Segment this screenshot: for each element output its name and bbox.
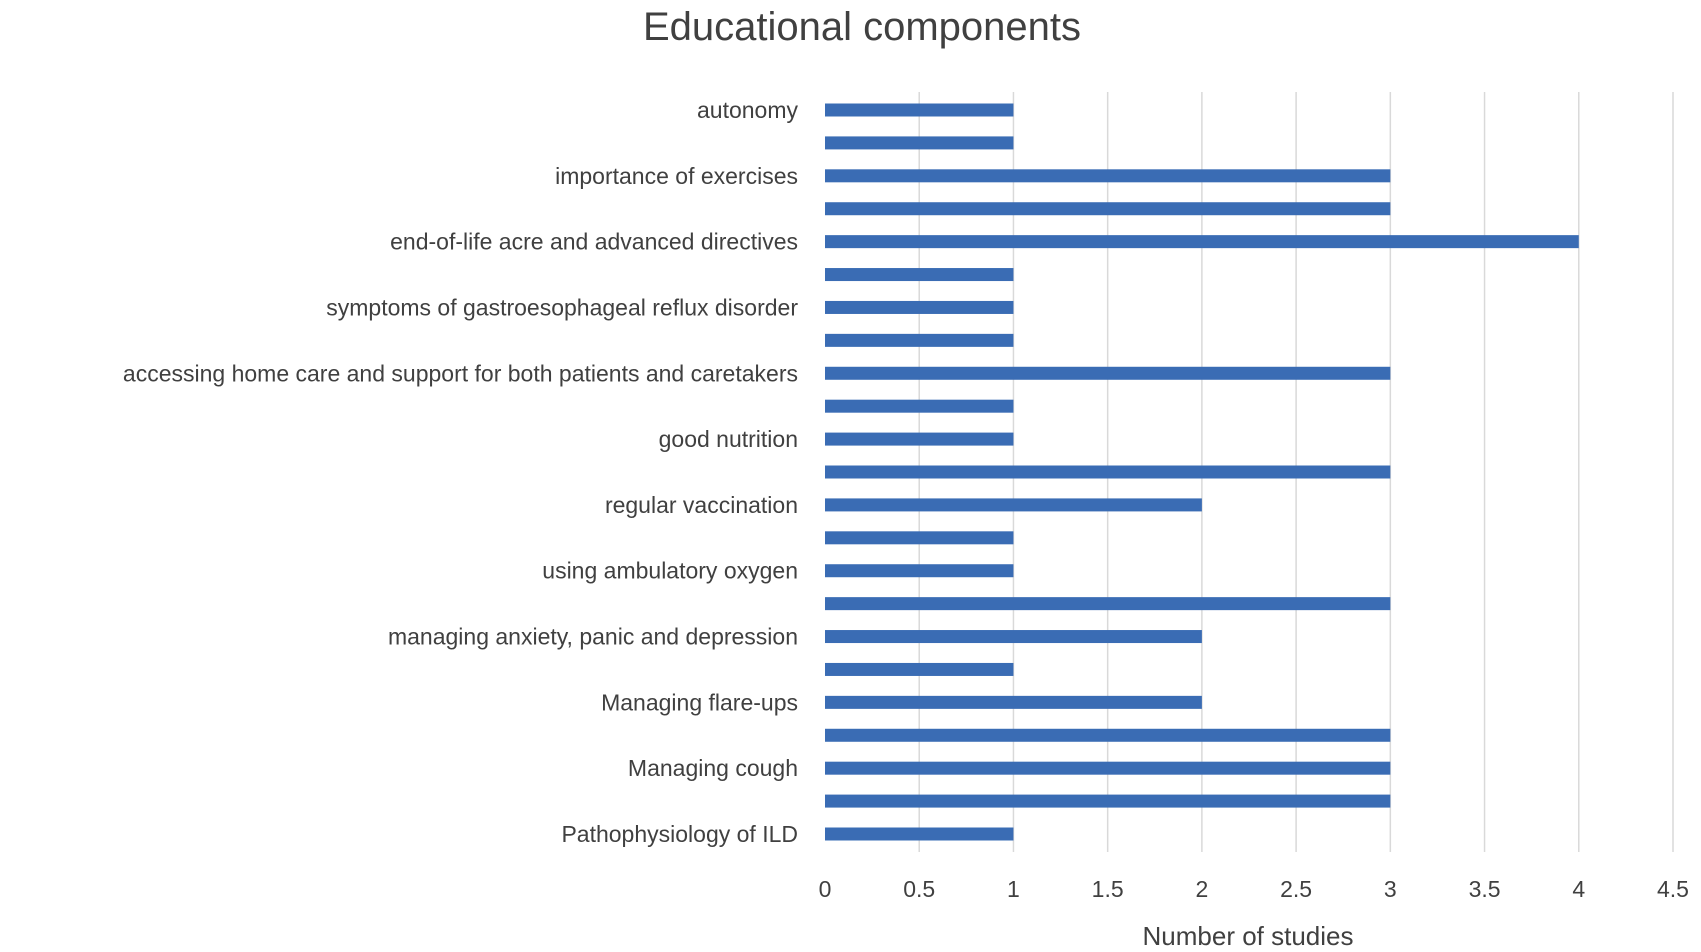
bar — [825, 235, 1579, 249]
x-tick-label: 2.5 — [1280, 876, 1312, 902]
bar — [825, 564, 1014, 578]
bar — [825, 498, 1202, 512]
category-label: managing anxiety, panic and depression — [388, 624, 798, 650]
bar — [825, 695, 1202, 709]
bar — [825, 202, 1391, 216]
x-tick-label: 3.5 — [1469, 876, 1501, 902]
bar — [825, 662, 1014, 676]
bar — [825, 268, 1014, 282]
bar — [825, 300, 1014, 314]
x-tick-labels: 0 0.5 1 1.5 2 2.5 3 3.5 4 4.5 — [819, 876, 1689, 902]
bars — [825, 103, 1579, 841]
x-tick-label: 4 — [1572, 876, 1585, 902]
bar — [825, 333, 1014, 347]
bar — [825, 761, 1391, 775]
x-tick-label: 4.5 — [1657, 876, 1689, 902]
bar — [825, 794, 1391, 808]
category-label: end-of-life acre and advanced directives — [390, 229, 798, 255]
bar — [825, 366, 1391, 380]
category-label: importance of exercises — [555, 163, 798, 189]
x-tick-label: 1.5 — [1092, 876, 1124, 902]
category-label: Pathophysiology of ILD — [561, 821, 798, 847]
x-tick-label: 0.5 — [903, 876, 935, 902]
category-label: Managing flare-ups — [601, 689, 798, 715]
category-label: good nutrition — [659, 426, 798, 452]
x-axis-title: Number of studies — [1143, 921, 1354, 951]
bar — [825, 630, 1202, 644]
bar — [825, 136, 1014, 150]
category-label: autonomy — [697, 97, 799, 123]
bar — [825, 103, 1014, 117]
category-label: regular vaccination — [605, 492, 798, 518]
category-label: using ambulatory oxygen — [542, 558, 798, 584]
category-label: accessing home care and support for both… — [123, 360, 798, 386]
category-labels: autonomy importance of exercises end-of-li… — [123, 97, 799, 847]
bar — [825, 827, 1014, 841]
x-tick-label: 1 — [1007, 876, 1020, 902]
bar — [825, 531, 1014, 545]
x-tick-label: 3 — [1384, 876, 1397, 902]
bar — [825, 169, 1391, 183]
x-tick-label: 2 — [1195, 876, 1208, 902]
bar — [825, 432, 1014, 446]
category-label: symptoms of gastroesophageal reflux diso… — [326, 294, 798, 320]
chart-title: Educational components — [643, 5, 1081, 49]
category-label: Managing cough — [628, 755, 798, 781]
bar — [825, 597, 1391, 611]
x-tick-label: 0 — [819, 876, 832, 902]
bar — [825, 465, 1391, 479]
bar — [825, 399, 1014, 413]
bar — [825, 728, 1391, 742]
